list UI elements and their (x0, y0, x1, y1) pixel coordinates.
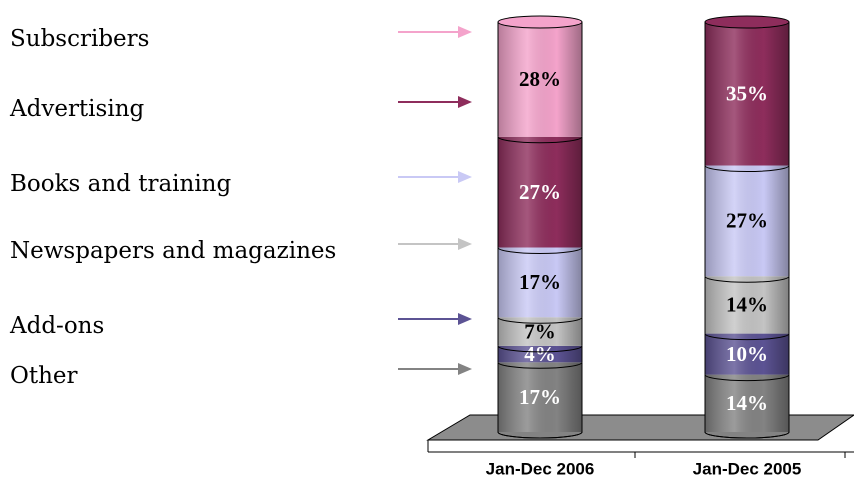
legend-label: Newspapers and magazines (10, 238, 336, 264)
cylinder-top (704, 15, 790, 29)
x-tick-label: Jan-Dec 2006 (486, 459, 595, 478)
bar-separator (704, 276, 790, 283)
bar-separator (704, 165, 790, 172)
legend-arrow-head (458, 313, 472, 325)
data-label: 10% (726, 342, 768, 366)
data-label: 17% (519, 385, 561, 409)
data-label: 14% (726, 293, 768, 317)
data-label: 27% (726, 209, 768, 233)
bar-shade (498, 22, 582, 137)
bar-separator (497, 362, 583, 369)
legend-arrow-head (458, 363, 472, 375)
x-tick-label: Jan-Dec 2005 (693, 459, 802, 478)
bar-separator (497, 247, 583, 254)
bar-shade (498, 136, 582, 248)
bar-shade (705, 374, 789, 432)
data-label: 35% (726, 82, 768, 106)
legend-label: Books and training (10, 171, 231, 197)
bar-separator (704, 374, 790, 382)
legend-label: Advertising (9, 96, 145, 122)
data-label: 4% (524, 342, 556, 366)
data-label: 17% (519, 270, 561, 294)
legend-label: Add-ons (9, 313, 104, 339)
bar-shade (498, 247, 582, 318)
legend-arrow-head (458, 171, 472, 183)
data-label: 27% (519, 180, 561, 204)
bar-shade (705, 22, 789, 166)
bar-shade (498, 362, 582, 432)
data-label: 28% (519, 67, 561, 91)
bar-shade (705, 333, 789, 375)
bar-separator (497, 136, 583, 144)
bar-shade (498, 345, 582, 363)
data-label: 14% (726, 391, 768, 415)
legend-arrow-head (458, 26, 472, 38)
legend-label: Other (10, 363, 78, 389)
bar-separator (497, 345, 583, 353)
legend-label: Subscribers (10, 26, 149, 52)
bar-shade (705, 165, 789, 277)
legend-arrow-head (458, 238, 472, 250)
bar-separator (497, 431, 583, 439)
bar-separator (704, 333, 790, 341)
floor (426, 414, 854, 441)
bar-separator (497, 317, 583, 324)
cylinder-top (497, 15, 583, 29)
bar-separator (704, 431, 790, 439)
legend-arrow-head (458, 96, 472, 108)
bar-shade (705, 276, 789, 334)
